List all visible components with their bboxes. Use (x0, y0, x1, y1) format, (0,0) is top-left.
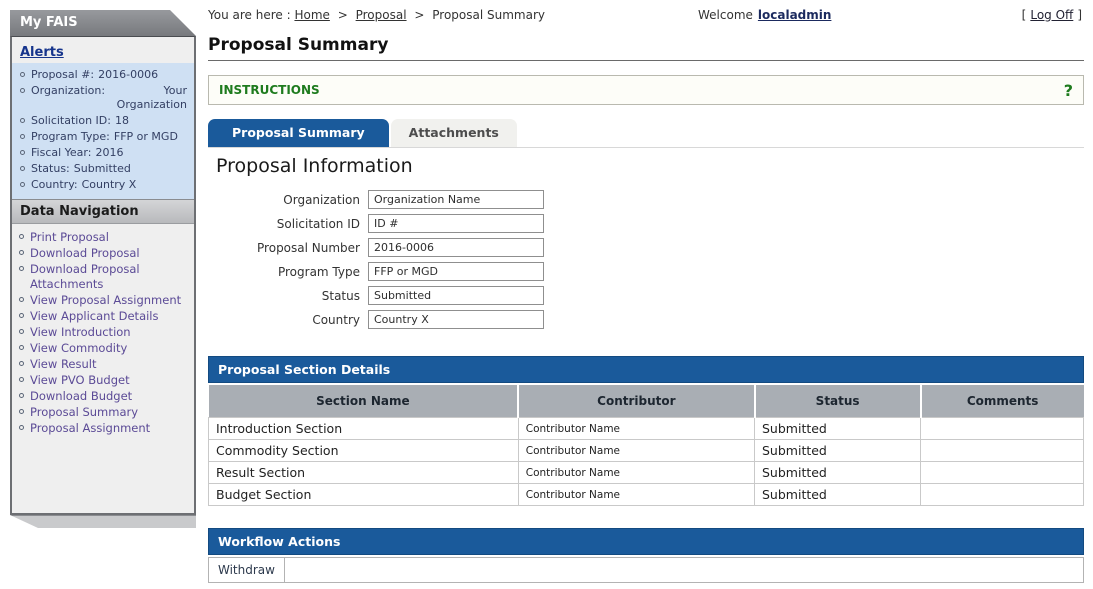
data-navigation-header: Data Navigation (12, 199, 194, 224)
nav-item-view-result: View Result (15, 357, 191, 373)
bullet-icon (19, 345, 24, 350)
alert-item-solicitation-id: Solicitation ID: 18 (15, 113, 191, 129)
sidebar: My FAIS Alerts Proposal #: 2016-0006 Orga… (10, 10, 196, 528)
bullet-icon (19, 297, 24, 302)
bullet-icon (20, 118, 25, 123)
column-header-comments: Comments (920, 385, 1084, 418)
proposal-section-details-title: Proposal Section Details (208, 356, 1084, 383)
nav-item-proposal-summary: Proposal Summary (15, 405, 191, 421)
bullet-icon (20, 72, 25, 77)
column-header-status: Status (754, 385, 922, 418)
data-navigation-list: Print Proposal Download Proposal Downloa… (12, 224, 194, 513)
nav-item-view-applicant-details: View Applicant Details (15, 309, 191, 325)
alert-item-fiscal-year: Fiscal Year: 2016 (15, 145, 191, 161)
bullet-icon (19, 250, 24, 255)
form-row-organization: Organization (208, 190, 1084, 209)
bullet-icon (20, 166, 25, 171)
program-type-field[interactable] (368, 262, 544, 281)
bullet-icon (20, 134, 25, 139)
nav-item-view-introduction: View Introduction (15, 325, 191, 341)
alert-item-proposal-number: Proposal #: 2016-0006 (15, 67, 191, 83)
proposal-number-field[interactable] (368, 238, 544, 257)
breadcrumb: You are here : Home > Proposal > Proposa… (208, 8, 546, 22)
country-field[interactable] (368, 310, 544, 329)
workflow-actions-title: Workflow Actions (208, 528, 1084, 555)
sidebar-footer (10, 515, 196, 528)
alerts-header: Alerts (12, 37, 194, 63)
table-row: Result Section Contributor Name Submitte… (208, 461, 1084, 484)
alert-item-program-type: Program Type: FFP or MGD (15, 129, 191, 145)
bullet-icon (20, 182, 25, 187)
form-row-proposal-number: Proposal Number (208, 238, 1084, 257)
proposal-section-details-panel: Proposal Section Details Section Name Co… (208, 356, 1084, 506)
table-row: Budget Section Contributor Name Submitte… (208, 483, 1084, 506)
table-row: Introduction Section Contributor Name Su… (208, 417, 1084, 440)
bullet-icon (19, 409, 24, 414)
nav-item-view-proposal-assignment: View Proposal Assignment (15, 293, 191, 309)
column-header-contributor: Contributor (518, 385, 756, 418)
alerts-list: Proposal #: 2016-0006 Organization: Your O… (12, 63, 194, 199)
instructions-bar[interactable]: INSTRUCTIONS ? (208, 75, 1084, 105)
bullet-icon (19, 329, 24, 334)
status-field[interactable] (368, 286, 544, 305)
sidebar-body: Alerts Proposal #: 2016-0006 Organization… (10, 36, 196, 515)
nav-item-download-proposal: Download Proposal (15, 246, 191, 262)
tab-proposal-summary[interactable]: Proposal Summary (208, 119, 389, 147)
form-row-program-type: Program Type (208, 262, 1084, 281)
instructions-label: INSTRUCTIONS (219, 83, 320, 97)
proposal-information-heading: Proposal Information (216, 155, 413, 177)
nav-item-print-proposal: Print Proposal (15, 230, 191, 246)
breadcrumb-home-link[interactable]: Home (294, 8, 330, 22)
form-row-solicitation-id: Solicitation ID (208, 214, 1084, 233)
form-row-status: Status (208, 286, 1084, 305)
help-icon[interactable]: ? (1063, 80, 1073, 100)
nav-item-download-proposal-attachments: Download Proposal Attachments (15, 262, 191, 293)
bullet-icon (19, 377, 24, 382)
sidebar-title: My FAIS (10, 10, 196, 36)
bullet-icon (19, 266, 24, 271)
proposal-information-form: Organization Solicitation ID Proposal Nu… (208, 190, 1084, 329)
bullet-icon (20, 88, 25, 93)
top-bar: You are here : Home > Proposal > Proposa… (208, 8, 1084, 26)
bullet-icon (19, 393, 24, 398)
workflow-actions-panel: Workflow Actions Withdraw (208, 528, 1084, 583)
alerts-link[interactable]: Alerts (20, 45, 64, 60)
form-row-country: Country (208, 310, 1084, 329)
nav-item-view-pvo-budget: View PVO Budget (15, 373, 191, 389)
alert-item-status: Status: Submitted (15, 161, 191, 177)
page-title: Proposal Summary (208, 35, 1084, 61)
tab-attachments[interactable]: Attachments (390, 119, 517, 147)
alert-item-country: Country: Country X (15, 177, 191, 193)
table-header-row: Section Name Contributor Status Comments (208, 385, 1084, 418)
table-row: Commodity Section Contributor Name Submi… (208, 439, 1084, 462)
organization-field[interactable] (368, 190, 544, 209)
nav-item-view-commodity: View Commodity (15, 341, 191, 357)
bullet-icon (20, 150, 25, 155)
welcome-text: Welcome localadmin (698, 8, 832, 22)
nav-item-download-budget: Download Budget (15, 389, 191, 405)
main-content: You are here : Home > Proposal > Proposa… (208, 8, 1084, 583)
nav-item-proposal-assignment: Proposal Assignment (15, 421, 191, 437)
logoff-link[interactable]: Log Off (1030, 8, 1074, 22)
bullet-icon (19, 361, 24, 366)
logoff-area: [Log Off] (1021, 8, 1082, 22)
bullet-icon (19, 234, 24, 239)
username-link[interactable]: localadmin (757, 8, 832, 22)
bullet-icon (19, 313, 24, 318)
bullet-icon (19, 425, 24, 430)
breadcrumb-proposal-link[interactable]: Proposal (355, 8, 407, 22)
alert-item-organization: Organization: Your Organization (15, 83, 191, 113)
solicitation-id-field[interactable] (368, 214, 544, 233)
proposal-section-details-table: Section Name Contributor Status Comments… (208, 385, 1084, 506)
breadcrumb-current: Proposal Summary (432, 8, 546, 22)
workflow-actions-row: Withdraw (208, 557, 1084, 583)
withdraw-button[interactable]: Withdraw (209, 558, 285, 582)
tab-bar: Proposal Summary Attachments (208, 119, 1084, 148)
column-header-section-name: Section Name (208, 385, 520, 418)
